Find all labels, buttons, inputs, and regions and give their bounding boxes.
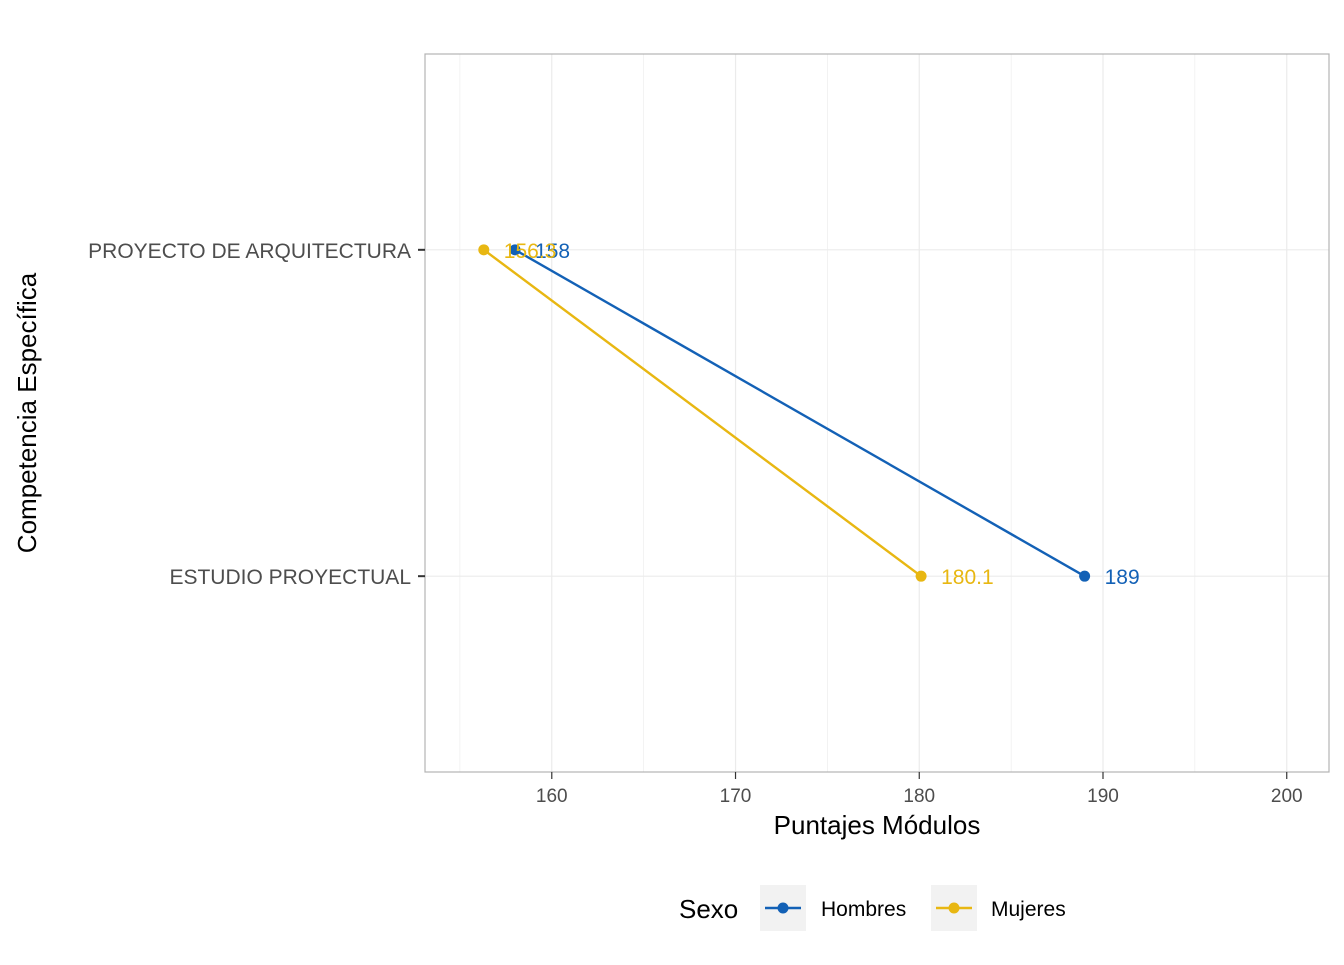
series-line-mujeres <box>483 248 922 578</box>
legend-label-mujeres: Mujeres <box>991 898 1066 921</box>
legend: Sexo Hombres Mujeres <box>679 885 1066 931</box>
x-axis: 160 170 180 190 200 <box>536 772 1303 807</box>
legend-key-point <box>948 902 960 914</box>
data-label-mujeres: 180.1 <box>941 566 994 589</box>
data-label-hombres: 158 <box>535 240 570 263</box>
data-point-mujeres <box>478 244 490 256</box>
x-tick-label: 160 <box>536 786 568 807</box>
data-point-mujeres <box>915 570 927 582</box>
grid-lines <box>425 54 1329 772</box>
x-tick-label: 180 <box>903 786 935 807</box>
y-tick-label: PROYECTO DE ARQUITECTURA <box>88 240 411 263</box>
x-tick-label: 170 <box>720 786 752 807</box>
series-layer: 158 189 156.3 180.1 <box>478 240 1140 589</box>
data-label-mujeres: 156.3 <box>504 240 557 263</box>
series-line-hombres <box>514 248 1086 578</box>
x-tick-label: 190 <box>1087 786 1119 807</box>
data-label-hombres: 189 <box>1105 566 1140 589</box>
y-tick-label: ESTUDIO PROYECTUAL <box>169 566 411 589</box>
x-tick-label: 200 <box>1271 786 1303 807</box>
panel-background <box>425 54 1329 772</box>
legend-title: Sexo <box>679 894 738 924</box>
y-axis: PROYECTO DE ARQUITECTURA ESTUDIO PROYECTU… <box>88 240 425 589</box>
legend-key-point <box>777 902 789 914</box>
legend-label-hombres: Hombres <box>821 898 906 921</box>
y-axis-title: Competencia Específica <box>12 272 42 553</box>
panel-border <box>424 53 1330 773</box>
data-point-hombres <box>509 244 521 256</box>
data-point-hombres <box>1079 570 1091 582</box>
x-axis-title: Puntajes Módulos <box>774 810 981 840</box>
